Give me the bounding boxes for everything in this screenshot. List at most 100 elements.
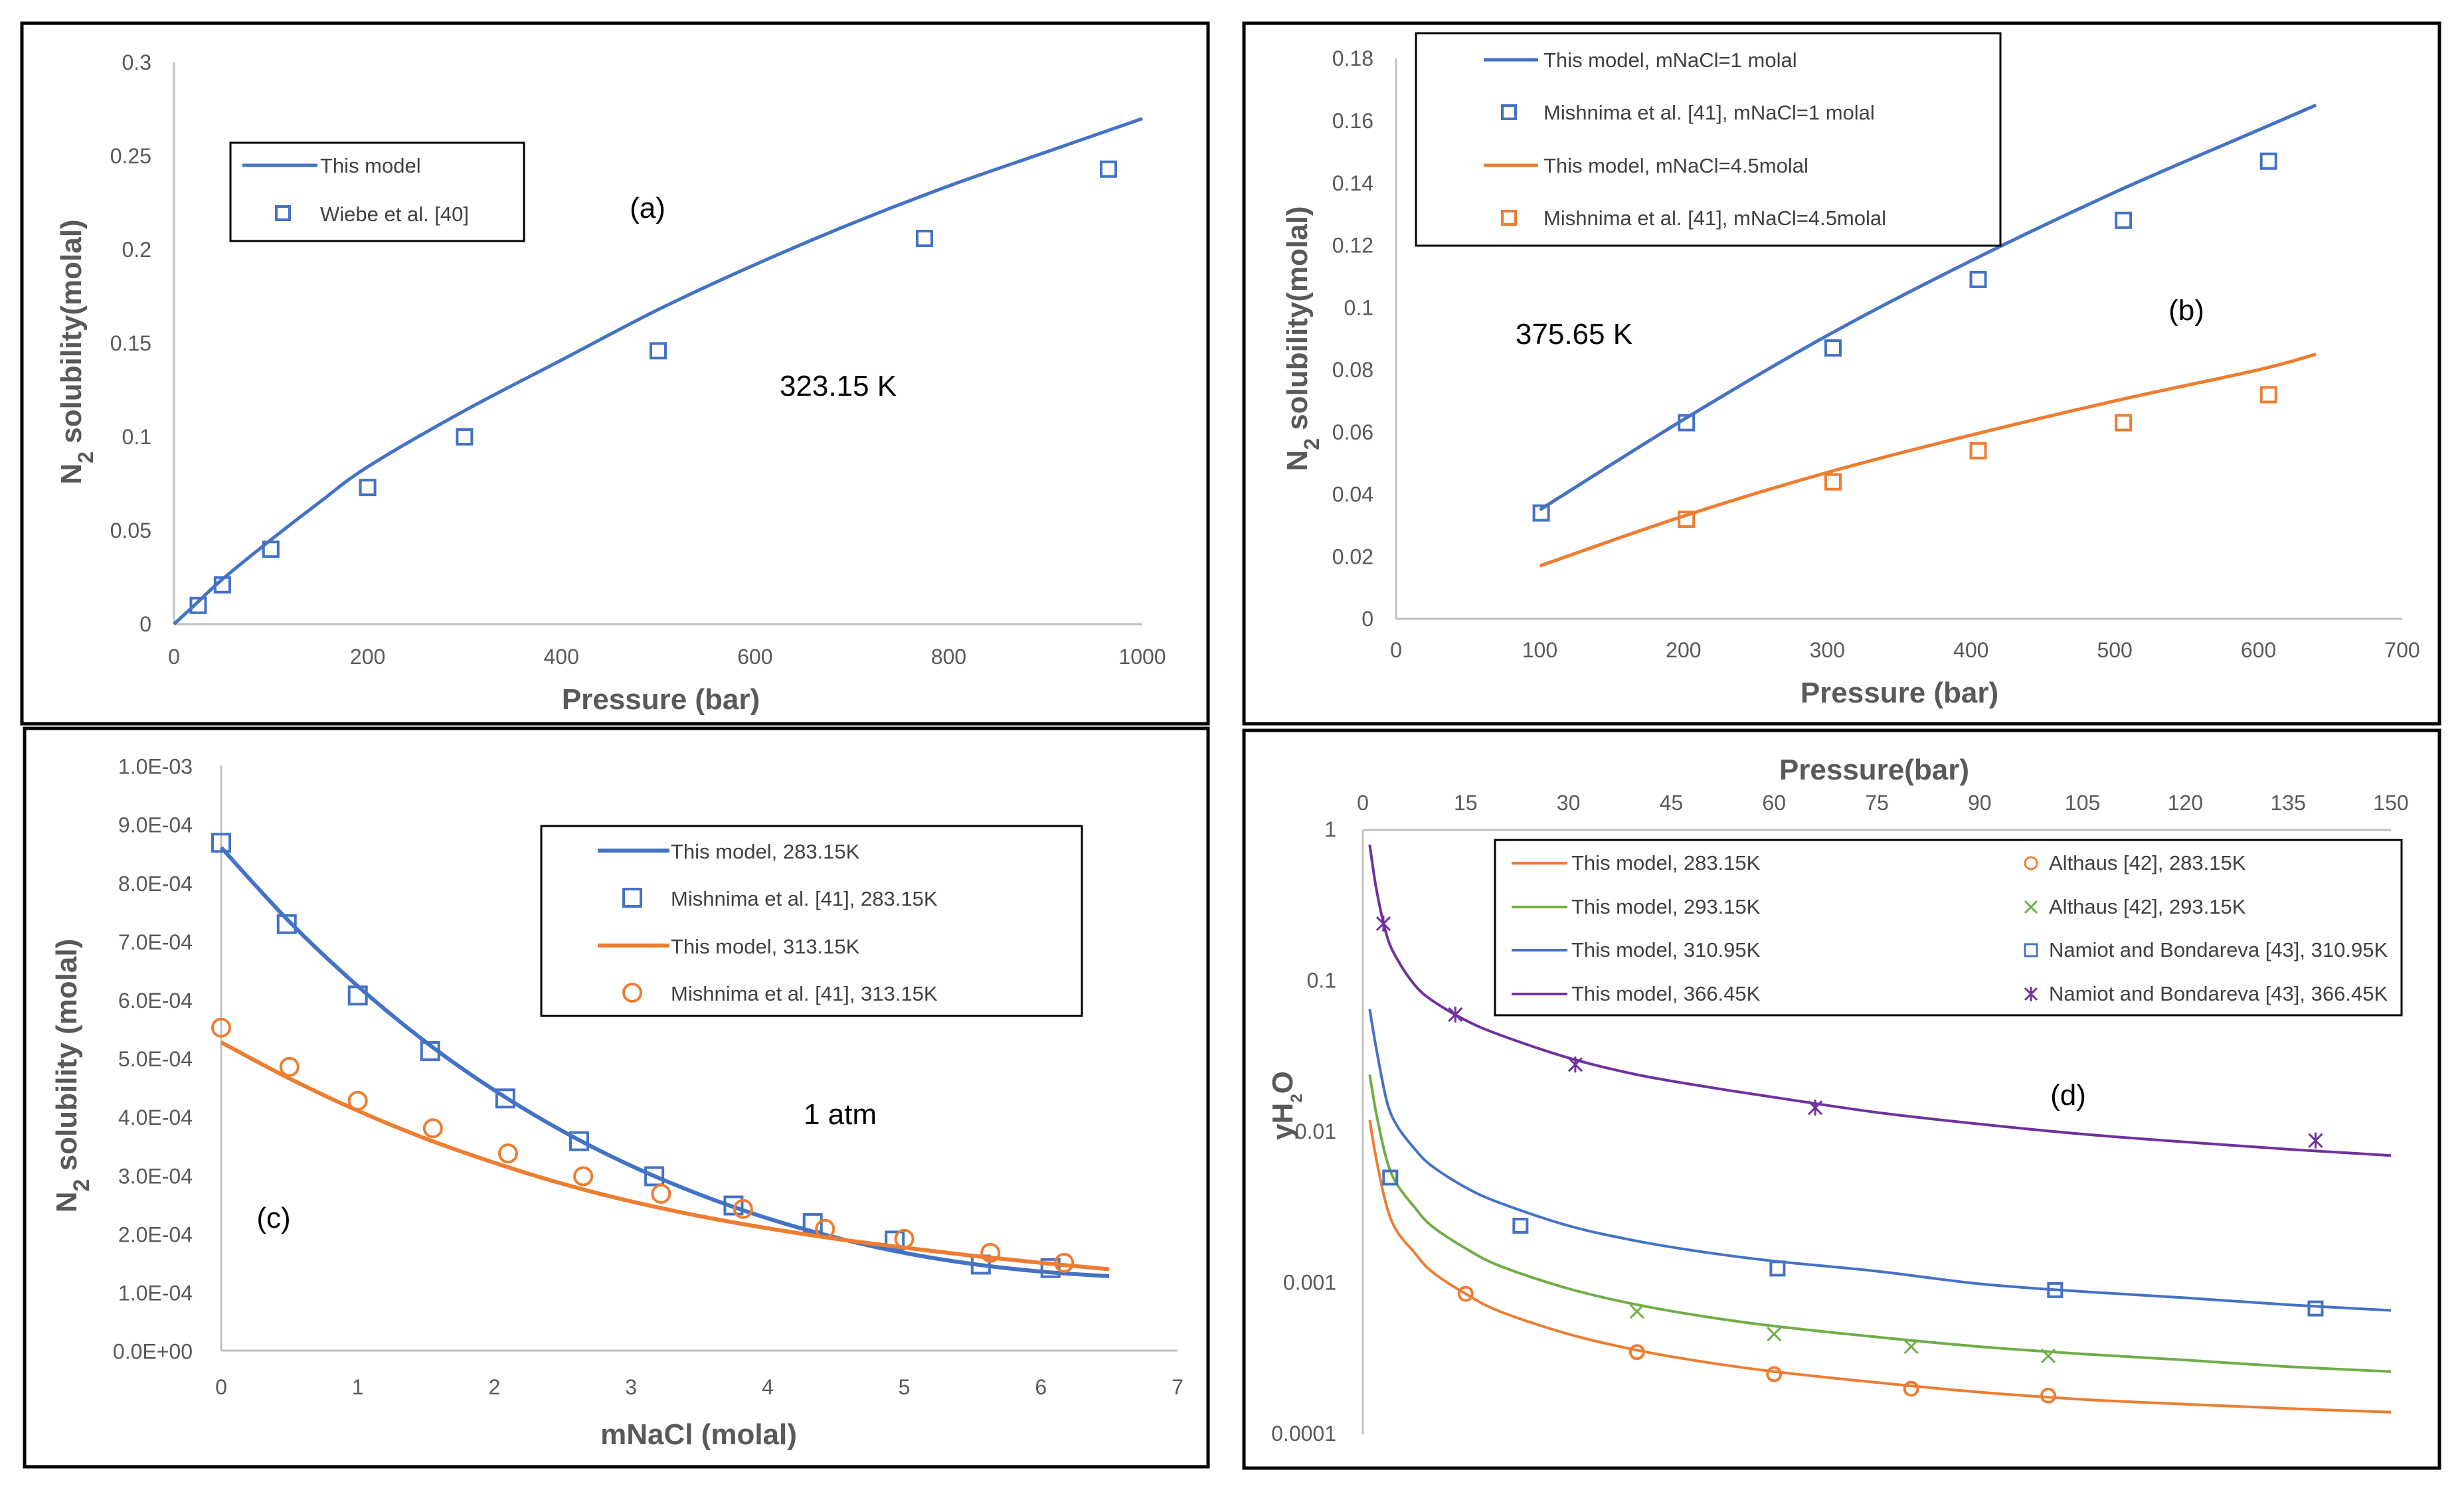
panel-a-legend-label-0: This model: [320, 154, 421, 177]
panel-c-x-tick-label: 1: [352, 1375, 364, 1399]
panel-d-series-5-point: [1629, 1303, 1644, 1319]
panel-b-legend-label-0: This model, mNaCl=1 molal: [1543, 48, 1797, 72]
panel-a-x-tick-label: 1000: [1118, 645, 1166, 669]
panel-c-series-1-point: [1040, 1258, 1061, 1278]
panel-d-series-4-point: [1457, 1285, 1474, 1302]
panel-d-xlabel: Pressure(bar): [1779, 754, 1969, 786]
panel-c-x-tick-label: 6: [1035, 1375, 1047, 1399]
panel-b-x-tick-label: 300: [1810, 638, 1845, 662]
panel-d-series-3-line: [1368, 844, 2392, 1157]
panel-c-legend-label-3: Mishnima et al. [41], 313.15K: [671, 982, 938, 1005]
panel-d-y-tick-label: 1: [1324, 817, 1336, 841]
panel-b-ticks: 0 100 200 300 400 500 600 700 0 0.02 0.04 0.06 0.08 0…: [1332, 46, 2420, 662]
panel-c-series-3-point: [894, 1228, 915, 1249]
panel-d-series-2-line: [1368, 1009, 2392, 1312]
panel-c-legend-label-1: Mishnima et al. [41], 283.15K: [671, 887, 938, 910]
panel-c-xlabel: mNaCl (molal): [600, 1418, 797, 1451]
panel-a-series-1-point: [213, 576, 231, 594]
panel-d-series-7-point: [1448, 1006, 1463, 1023]
panel-b-xlabel: Pressure (bar): [1801, 677, 1998, 709]
panel-b-x-tick-label: 500: [2097, 638, 2132, 662]
panel-c-axes: [220, 766, 1178, 1352]
panel-a-annotation: 323.15 K: [780, 370, 897, 402]
panel-c-series-1-point: [420, 1040, 440, 1061]
panel-c-series-2-line: [220, 1040, 1110, 1272]
panel-b-ylabel-rest: solubility(molal): [1281, 206, 1314, 438]
panel-c-x-tick-label: 3: [625, 1375, 637, 1399]
panel-d-x-tick-label: 150: [2373, 791, 2408, 815]
panel-b-legend-label-1: Mishnima et al. [41], mNaCl=1 molal: [1543, 101, 1875, 124]
panel-c-legend-swatch-1: [622, 888, 642, 908]
panel-a-ylabel-rest: solubility(molal): [55, 219, 88, 452]
panel-c-annotation: 1 atm: [804, 1098, 877, 1131]
panel-d-x-tick-label: 30: [1557, 791, 1581, 815]
panel-b-y-tick-label: 0.12: [1332, 234, 1373, 258]
panel-a-frame: [20, 21, 1210, 726]
panel-a-series-1-point: [189, 596, 207, 614]
panel-b-series-1-point: [1969, 270, 1987, 288]
panel-d-series-5-point: [2040, 1348, 2056, 1364]
panel-a-series-1-point: [262, 540, 280, 558]
panel-c-y-tick-label: 1.0E-04: [118, 1282, 193, 1305]
panel-c-series-3-point: [422, 1118, 443, 1139]
panel-b-y-tick-label: 0.06: [1332, 420, 1373, 444]
panel-d-x-tick-label: 105: [2065, 791, 2100, 815]
panel-c-series-1-point: [802, 1212, 823, 1233]
panel-d-series-6-point: [1769, 1260, 1786, 1277]
panel-b-axes: [1395, 58, 2402, 620]
panel-c-x-tick-label: 5: [899, 1375, 911, 1399]
panel-a-x-tick-label: 600: [737, 645, 772, 669]
panel-c-series-3-point: [498, 1143, 518, 1164]
panel-c-series-3-point: [1054, 1252, 1075, 1273]
panel-c-series-3-point: [279, 1056, 300, 1077]
panel-c-y-tick-label: 4.0E-04: [118, 1106, 193, 1129]
panel-b-series-1-point: [1824, 339, 1842, 357]
panel-b-y-tick-label: 0.14: [1332, 171, 1373, 195]
panel-a-y-tick-label: 0.3: [122, 50, 151, 74]
panel-d-series-0-line: [1368, 1119, 2392, 1414]
panel-d-series-7-point: [1808, 1100, 1823, 1116]
panel-c-series-1-point: [569, 1131, 589, 1151]
panel-d-label: (d): [2050, 1079, 2086, 1112]
panel-b-x-tick-label: 200: [1666, 638, 1701, 662]
panel-a-legend-box: [229, 141, 525, 242]
panel-a-ticks: 0 200 400 600 800 1000 0 0.05 0.1 0.15 0.2 0.25 0.3: [110, 50, 1166, 669]
panel-b-legend-label-2: This model, mNaCl=4.5molal: [1543, 154, 1808, 177]
panel-c-x-tick-label: 2: [489, 1375, 501, 1399]
panel-d-series-4-point: [1903, 1380, 1919, 1397]
panel-c-legend-label-2: This model, 313.15K: [671, 935, 860, 958]
panel-a-x-tick-label: 800: [931, 645, 966, 669]
panel-d-legend-label-3: This model, 366.45K: [1571, 982, 1761, 1005]
panel-c-ylabel-rest: solubility (molal): [50, 939, 83, 1179]
panel-a-y-tick-label: 0.05: [110, 519, 151, 542]
panel-b-x-tick-label: 100: [1522, 638, 1557, 662]
panel-d-series-5-point: [1903, 1339, 1919, 1355]
panel-a-series-1-point: [359, 479, 377, 497]
panel-c-series-3-point: [211, 1017, 231, 1038]
panel-c-series-1-point: [644, 1166, 665, 1187]
panel-d-series-4-point: [2040, 1387, 2056, 1404]
panel-c-y-tick-label: 5.0E-04: [118, 1047, 193, 1071]
panel-b-legend-swatch-1: [1501, 104, 1517, 120]
panel-c-y-tick-label: 2.0E-04: [118, 1222, 193, 1246]
panel-d-axes: [1362, 829, 2391, 1434]
panel-a-marks: [173, 117, 1143, 625]
panel-c-series-3-point: [733, 1199, 753, 1219]
panel-b-y-tick-label: 0: [1362, 607, 1373, 631]
panel-d-legend-swatch-7: [2024, 987, 2038, 1001]
panel-d-series-4-point: [1766, 1366, 1783, 1382]
panel-b-series-3-point: [1824, 473, 1842, 491]
panel-b-series-3-point: [2115, 414, 2133, 432]
panel-d-legend: This model, 283.15K This model, 293.15K …: [1494, 839, 2403, 1017]
panel-d-legend-swatch-6: [2024, 943, 2038, 957]
panel-d: 0 15 30 45 60 75 90 105 120 135 150 0.0001 0.001 0.01…: [1242, 728, 2441, 1470]
panel-d-x-tick-label: 135: [2271, 791, 2306, 815]
panel-d-ticks: 0 15 30 45 60 75 90 105 120 135 150 0.0001 0.001 0.01…: [1271, 791, 2409, 1446]
panel-c-series-1-point: [276, 914, 297, 934]
panel-d-x-tick-label: 90: [1968, 791, 1992, 815]
panel-b-y-tick-label: 0.08: [1332, 358, 1373, 382]
panel-a-legend-swatch-1: [275, 205, 291, 221]
panel-a-series-1-point: [1099, 160, 1117, 178]
panel-c-y-tick-label: 8.0E-04: [118, 872, 193, 896]
panel-b-ylabel-sub: 2: [1300, 438, 1324, 450]
